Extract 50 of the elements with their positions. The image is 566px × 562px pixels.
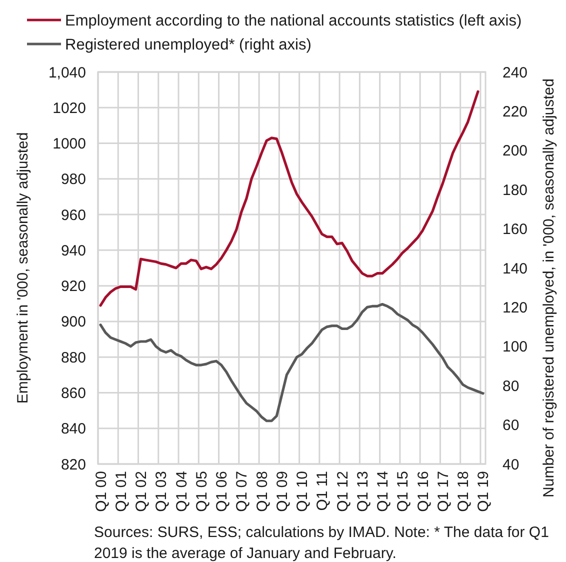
x-tick-label: Q1 10 bbox=[294, 471, 312, 512]
y-tick-label: 820 bbox=[60, 456, 86, 474]
legend-label: Registered unemployed* (right axis) bbox=[65, 36, 312, 54]
x-tick-label: Q1 03 bbox=[153, 471, 170, 512]
x-tick-label: Q1 04 bbox=[173, 471, 190, 512]
x-tick-label: Q1 12 bbox=[334, 471, 352, 512]
x-tick-label: Q1 08 bbox=[254, 471, 271, 512]
y-tick-label: 1020 bbox=[52, 100, 86, 117]
y-tick-label: 1,040 bbox=[48, 64, 86, 82]
x-tick-label: Q1 19 bbox=[475, 471, 492, 512]
y-tick-label: 980 bbox=[60, 171, 86, 188]
y2-tick-label: 40 bbox=[502, 456, 520, 474]
line-series bbox=[99, 90, 480, 307]
line-series bbox=[99, 302, 484, 422]
y-tick-label: 840 bbox=[60, 420, 86, 438]
y2-tick-label: 160 bbox=[502, 221, 528, 238]
x-tick-label: Q1 16 bbox=[414, 471, 432, 512]
y-tick-label: 940 bbox=[60, 242, 86, 260]
y-axis-title: Employment in '000, seasonally adjusted bbox=[14, 132, 32, 404]
x-tick-label: Q1 02 bbox=[133, 471, 150, 512]
y2-tick-label: 120 bbox=[502, 299, 528, 316]
y2-tick-label: 60 bbox=[502, 417, 520, 434]
y-tick-label: 920 bbox=[60, 278, 86, 296]
x-tick-label: Q1 13 bbox=[354, 471, 372, 512]
legend-label: Employment according to the national accounts statistics (left axis) bbox=[65, 12, 522, 30]
y2-tick-label: 240 bbox=[502, 64, 528, 82]
x-tick-label: Q1 14 bbox=[374, 471, 392, 512]
y-tick-label: 960 bbox=[60, 206, 86, 224]
x-tick-label: Q1 01 bbox=[112, 471, 130, 512]
x-tick-label: Q1 00 bbox=[92, 471, 110, 512]
y2-axis-title: Number of registered unemployed, in '000, seasonally adjusted bbox=[540, 78, 558, 498]
x-tick-label: Q1 15 bbox=[394, 471, 412, 512]
y2-tick-label: 140 bbox=[502, 260, 528, 278]
y2-tick-label: 80 bbox=[502, 378, 520, 395]
x-tick-label: Q1 09 bbox=[274, 471, 291, 512]
y2-tick-label: 200 bbox=[502, 142, 528, 160]
y2-tick-label: 220 bbox=[502, 103, 528, 120]
x-tick-label: Q1 18 bbox=[455, 471, 472, 512]
y-tick-label: 1000 bbox=[52, 136, 86, 153]
x-tick-label: Q1 05 bbox=[193, 471, 210, 512]
y2-tick-label: 180 bbox=[502, 182, 528, 199]
x-tick-label: Q1 11 bbox=[314, 471, 332, 511]
x-tick-label: Q1 07 bbox=[234, 471, 251, 512]
source-note: Sources: SURS, ESS; calculations by IMAD. Note: * The data for Q1 2019 is the average of January and February. bbox=[94, 524, 549, 562]
x-tick-label: Q1 17 bbox=[434, 471, 452, 512]
x-tick-label: Q1 06 bbox=[214, 471, 231, 512]
y-tick-label: 900 bbox=[60, 314, 86, 331]
y-tick-label: 880 bbox=[60, 349, 86, 366]
y-tick-label: 860 bbox=[60, 384, 86, 402]
y2-tick-label: 100 bbox=[502, 338, 528, 356]
